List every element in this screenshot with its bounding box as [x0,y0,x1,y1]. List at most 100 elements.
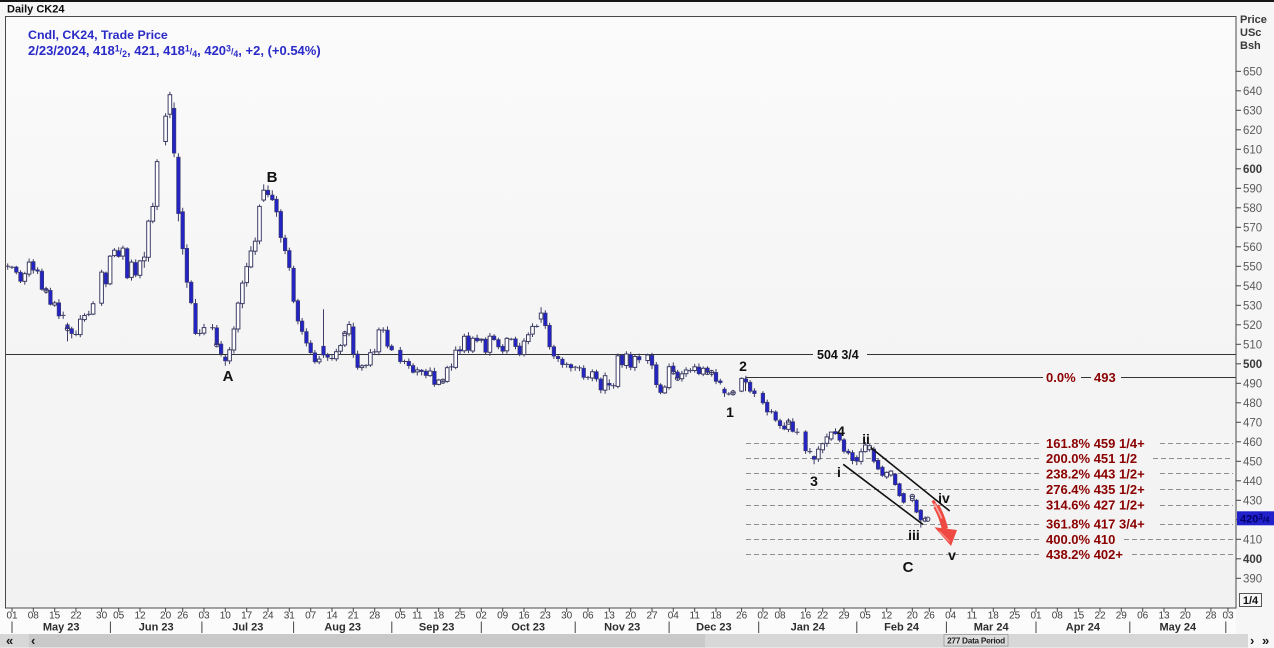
svg-text:22: 22 [817,611,829,622]
svg-text:570: 570 [1243,222,1262,234]
svg-text:361.8% 417 3/4+: 361.8% 417 3/4+ [1046,517,1145,532]
svg-text:22: 22 [1094,611,1106,622]
svg-text:Daily CK24: Daily CK24 [7,4,65,16]
svg-text:27: 27 [646,611,658,622]
svg-text:06: 06 [1137,611,1149,622]
svg-text:05: 05 [113,611,125,622]
svg-text:200.0% 451 1/2: 200.0% 451 1/2 [1046,451,1137,466]
svg-text:21: 21 [348,611,360,622]
svg-text:25: 25 [1009,611,1021,622]
svg-text:2: 2 [739,358,747,374]
svg-text:Nov 23: Nov 23 [604,622,640,634]
svg-text:30: 30 [561,611,573,622]
svg-text:20: 20 [625,611,637,622]
svg-text:USc: USc [1240,27,1261,39]
svg-text:17: 17 [241,611,253,622]
svg-text:i: i [837,464,841,480]
svg-text:04: 04 [668,611,680,622]
svg-text:B: B [267,169,278,186]
svg-text:01: 01 [1030,611,1042,622]
svg-text:20: 20 [907,611,919,622]
svg-text:01: 01 [6,611,18,622]
svg-text:›: › [1250,633,1254,648]
svg-text:24: 24 [262,611,274,622]
svg-text:560: 560 [1243,242,1262,254]
svg-text:20: 20 [1180,611,1192,622]
svg-text:12: 12 [134,611,146,622]
svg-text:0.0%: 0.0% [1046,370,1076,385]
svg-text:11: 11 [967,611,978,622]
svg-text:16: 16 [800,611,812,622]
svg-text:02: 02 [757,611,769,622]
svg-text:550: 550 [1243,261,1262,273]
svg-text:31: 31 [284,611,296,622]
svg-text:16: 16 [518,611,530,622]
svg-text:590: 590 [1243,183,1262,195]
svg-text:29: 29 [838,611,850,622]
svg-text:May 23: May 23 [43,622,80,634]
svg-text:18: 18 [988,611,1000,622]
svg-text:510: 510 [1243,339,1262,351]
svg-text:28: 28 [369,611,381,622]
svg-text:10: 10 [220,611,232,622]
svg-text:400.0% 410: 400.0% 410 [1046,532,1115,547]
svg-text:610: 610 [1243,144,1262,156]
svg-text:A: A [223,368,234,385]
svg-text:Feb 24: Feb 24 [884,622,920,634]
svg-text:504 3/4: 504 3/4 [817,348,859,362]
svg-text:C: C [903,559,914,576]
svg-text:Bsh: Bsh [1240,40,1261,52]
svg-text:493: 493 [1094,370,1116,385]
svg-text:07: 07 [305,611,317,622]
svg-text:Cndl, CK24, Trade Price: Cndl, CK24, Trade Price [28,28,168,42]
svg-text:15: 15 [1073,611,1085,622]
svg-text:22: 22 [70,611,82,622]
svg-text:‹: ‹ [31,633,35,648]
svg-text:May 24: May 24 [1159,622,1197,634]
svg-text:580: 580 [1243,203,1262,215]
svg-text:450: 450 [1243,456,1262,468]
svg-text:13: 13 [604,611,616,622]
svg-text:26: 26 [924,611,936,622]
svg-text:640: 640 [1243,86,1262,98]
svg-text:06: 06 [582,611,594,622]
svg-text:Oct 23: Oct 23 [511,622,545,634]
svg-text:29: 29 [1116,611,1128,622]
svg-text:11: 11 [690,611,701,622]
svg-text:03: 03 [198,611,210,622]
svg-text:314.6% 427 1/2+: 314.6% 427 1/2+ [1046,498,1145,513]
svg-text:470: 470 [1243,417,1262,429]
svg-text:12: 12 [881,611,893,622]
svg-text:26: 26 [736,611,748,622]
svg-text:26: 26 [177,611,189,622]
svg-text:Aug 23: Aug 23 [324,622,361,634]
svg-text:540: 540 [1243,281,1262,293]
svg-text:v: v [948,547,956,563]
svg-text:02: 02 [476,611,488,622]
svg-text:500: 500 [1243,359,1262,371]
svg-text:08: 08 [28,611,40,622]
svg-text:28: 28 [1205,611,1217,622]
svg-text:03: 03 [1222,611,1234,622]
svg-text:iii: iii [908,527,920,543]
svg-text:480: 480 [1243,398,1262,410]
svg-text:400: 400 [1243,554,1262,566]
svg-text:14: 14 [326,611,338,622]
svg-text:520: 520 [1243,320,1262,332]
svg-text:Dec 23: Dec 23 [696,622,731,634]
svg-text:iv: iv [938,490,950,506]
svg-text:3: 3 [810,473,818,489]
svg-text:13: 13 [1158,611,1170,622]
svg-text:276.4% 435 1/2+: 276.4% 435 1/2+ [1046,482,1145,497]
svg-text:430: 430 [1243,495,1262,507]
svg-text:09: 09 [497,611,509,622]
svg-text:Apr 24: Apr 24 [1066,622,1101,634]
svg-text:1/4: 1/4 [1243,595,1259,607]
svg-text:460: 460 [1243,437,1262,449]
svg-text:»: » [1262,633,1269,648]
svg-text:05: 05 [860,611,872,622]
svg-text:Jan 24: Jan 24 [791,622,826,634]
svg-text:04: 04 [945,611,957,622]
svg-text:277 Data Period: 277 Data Period [947,636,1005,646]
svg-text:1: 1 [726,404,734,420]
